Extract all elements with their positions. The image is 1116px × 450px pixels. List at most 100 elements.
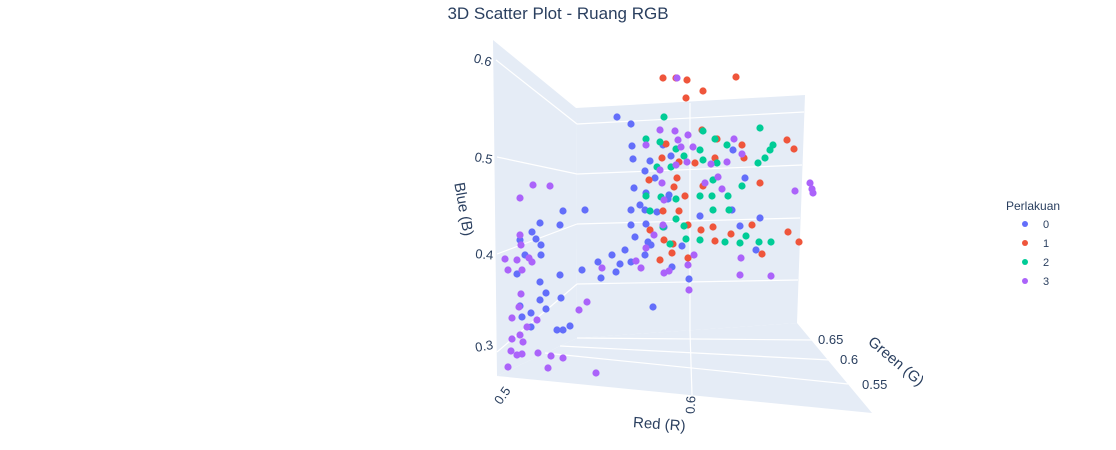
data-point[interactable]: [508, 314, 516, 322]
data-point[interactable]: [575, 306, 583, 314]
data-point[interactable]: [559, 326, 567, 334]
legend-item-0[interactable]: 0: [1022, 219, 1049, 231]
legend[interactable]: Perlakuan 0 1 2 3: [1006, 199, 1060, 288]
data-point[interactable]: [697, 226, 705, 234]
data-point[interactable]: [519, 338, 527, 346]
data-point[interactable]: [685, 286, 693, 294]
data-point[interactable]: [790, 145, 798, 153]
data-point[interactable]: [662, 140, 670, 148]
data-point[interactable]: [566, 322, 574, 330]
data-point[interactable]: [658, 154, 666, 162]
data-point[interactable]: [742, 232, 750, 240]
data-point[interactable]: [518, 266, 526, 274]
data-point[interactable]: [732, 73, 740, 81]
data-point[interactable]: [636, 201, 644, 209]
data-point[interactable]: [689, 143, 697, 151]
data-point[interactable]: [629, 155, 637, 163]
data-point[interactable]: [642, 135, 650, 143]
data-point[interactable]: [761, 154, 769, 162]
data-point[interactable]: [653, 208, 661, 216]
data-point[interactable]: [795, 238, 803, 246]
data-point[interactable]: [508, 335, 516, 343]
data-point[interactable]: [691, 159, 699, 167]
data-point[interactable]: [725, 206, 733, 214]
data-point[interactable]: [708, 192, 716, 200]
data-point[interactable]: [711, 237, 719, 245]
data-point[interactable]: [542, 305, 550, 313]
data-point[interactable]: [597, 274, 605, 282]
data-point[interactable]: [537, 241, 545, 249]
data-point[interactable]: [650, 231, 658, 239]
data-point[interactable]: [699, 156, 707, 164]
data-point[interactable]: [557, 294, 565, 302]
data-point[interactable]: [581, 206, 589, 214]
data-point[interactable]: [642, 192, 650, 200]
data-point[interactable]: [767, 272, 775, 280]
data-point[interactable]: [627, 221, 635, 229]
data-point[interactable]: [674, 136, 682, 144]
data-point[interactable]: [523, 323, 531, 331]
data-point[interactable]: [513, 270, 521, 278]
data-point[interactable]: [646, 207, 654, 215]
legend-item-3[interactable]: 3: [1022, 276, 1049, 288]
legend-item-2[interactable]: 2: [1022, 257, 1049, 269]
data-point[interactable]: [709, 223, 717, 231]
data-point[interactable]: [675, 207, 683, 215]
data-point[interactable]: [642, 244, 650, 252]
data-point[interactable]: [642, 141, 650, 149]
data-point[interactable]: [547, 352, 555, 360]
data-point[interactable]: [656, 138, 664, 146]
data-point[interactable]: [685, 275, 693, 283]
data-point[interactable]: [656, 166, 664, 174]
data-point[interactable]: [670, 183, 678, 191]
data-point[interactable]: [727, 230, 735, 238]
legend-item-1[interactable]: 1: [1022, 238, 1049, 250]
data-point[interactable]: [612, 268, 620, 276]
data-point[interactable]: [680, 152, 688, 160]
data-point[interactable]: [684, 261, 692, 269]
data-point[interactable]: [756, 179, 764, 187]
data-point[interactable]: [642, 220, 650, 228]
data-point[interactable]: [553, 326, 561, 334]
data-point[interactable]: [756, 214, 764, 222]
data-point[interactable]: [718, 185, 726, 193]
data-point[interactable]: [683, 158, 691, 166]
data-point[interactable]: [532, 235, 540, 243]
data-point[interactable]: [806, 179, 814, 187]
data-point[interactable]: [752, 246, 760, 254]
data-point[interactable]: [660, 196, 668, 204]
data-point[interactable]: [709, 206, 717, 214]
data-point[interactable]: [659, 74, 667, 82]
data-point[interactable]: [518, 313, 526, 321]
data-point[interactable]: [660, 113, 668, 121]
data-point[interactable]: [668, 249, 676, 257]
data-point[interactable]: [613, 113, 621, 121]
data-point[interactable]: [672, 195, 680, 203]
data-point[interactable]: [755, 238, 763, 246]
data-point[interactable]: [504, 363, 512, 371]
data-point[interactable]: [656, 256, 664, 264]
data-point[interactable]: [754, 159, 762, 167]
data-point[interactable]: [673, 74, 681, 82]
data-point[interactable]: [646, 157, 654, 165]
data-point[interactable]: [741, 174, 749, 182]
data-point[interactable]: [684, 254, 692, 262]
data-point[interactable]: [631, 233, 639, 241]
data-point[interactable]: [641, 167, 649, 175]
data-point[interactable]: [673, 174, 681, 182]
data-point[interactable]: [528, 228, 536, 236]
data-point[interactable]: [756, 124, 764, 132]
data-point[interactable]: [641, 251, 649, 259]
data-point[interactable]: [660, 236, 668, 244]
data-point[interactable]: [711, 135, 719, 143]
data-point[interactable]: [544, 364, 552, 372]
data-point[interactable]: [767, 238, 775, 246]
data-point[interactable]: [707, 160, 715, 168]
data-point[interactable]: [594, 258, 602, 266]
data-point[interactable]: [684, 131, 692, 139]
data-point[interactable]: [536, 296, 544, 304]
data-point[interactable]: [649, 303, 657, 311]
data-point[interactable]: [738, 182, 746, 190]
data-point[interactable]: [528, 258, 536, 266]
